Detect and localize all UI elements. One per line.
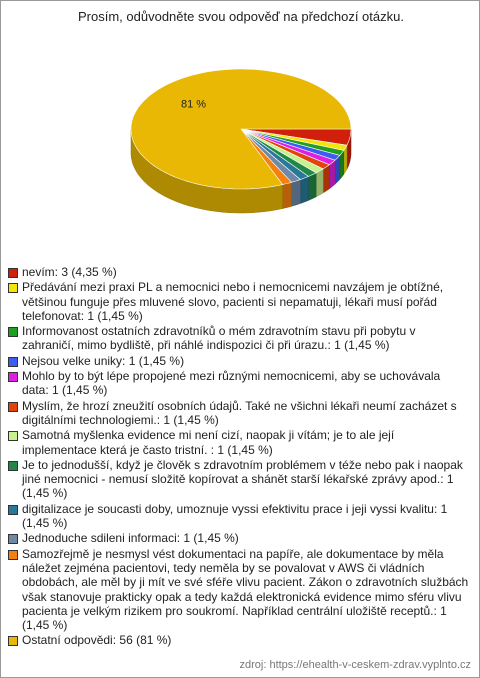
legend-label: nevím: 3 (4,35 %) [22, 265, 117, 279]
data-label: 81 % [181, 99, 206, 111]
slice-side [291, 179, 301, 207]
legend-label: Je to jednodušší, když je člověk s zdrav… [22, 457, 463, 501]
legend-swatch [8, 504, 18, 515]
legend-item: Informovanost ostatních zdravotníků o mé… [8, 324, 470, 353]
legend-label: Nejsou velke uniky: 1 (1,45 %) [22, 353, 185, 368]
legend-item: digitalizace je soucasti doby, umoznuje … [8, 502, 470, 531]
legend-swatch [8, 356, 18, 367]
slice-side [300, 176, 309, 204]
legend-item: Předávání mezi praxi PL a nemocnici nebo… [8, 280, 470, 323]
legend-item: Samozřejmě je nesmysl vést dokumentaci n… [8, 547, 470, 633]
legend-swatch [8, 283, 18, 294]
pie-slice [130, 68, 352, 190]
legend-label: Informovanost ostatních zdravotníků o mé… [22, 324, 416, 353]
source: zdroj: https://ehealth-v-ceskem-zdrav.vy… [239, 659, 472, 671]
legend-swatch [8, 401, 18, 412]
legend-label: Jednoduche sdileni informaci: 1 (1,45 %) [22, 531, 239, 546]
slice-side [308, 172, 317, 201]
legend-item: Samotná myšlenka evidence mi není cizí, … [8, 428, 470, 457]
legend-label: Samotná myšlenka evidence mi není cizí, … [22, 428, 395, 457]
legend-label: Předávání mezi praxi PL a nemocnici nebo… [22, 280, 444, 323]
slice-side [315, 168, 324, 198]
legend: nevím: 3 (4,35 %) Předávání mezi praxi PL… [8, 265, 470, 649]
legend-label: Samozřejmě je nesmysl vést dokumentaci n… [22, 546, 469, 633]
legend-swatch [8, 327, 18, 338]
legend-swatch [8, 268, 18, 278]
chart: Prosím, odůvodněte svou odpověď na předc… [78, 9, 404, 214]
legend-swatch [8, 372, 18, 383]
legend-swatch [8, 534, 18, 545]
legend-item: Je to jednodušší, když je člověk s zdrav… [8, 458, 470, 501]
legend-swatch [8, 549, 18, 560]
legend-item: Ostatní odpovědi: 56 (81 %) [8, 633, 470, 647]
legend-label: digitalizace je soucasti doby, umoznuje … [22, 501, 448, 531]
legend-item: Nejsou velke uniky: 1 (1,45 %) [8, 354, 470, 368]
legend-label: Mohlo by to být lépe propojené mezi různ… [22, 369, 441, 398]
legend-swatch [8, 460, 18, 471]
legend-item: Jednoduche sdileni informaci: 1 (1,45 %) [8, 531, 470, 545]
legend-swatch [8, 636, 18, 647]
chart-title: Prosím, odůvodněte svou odpověď na předc… [78, 9, 404, 24]
slice-side [282, 181, 292, 209]
legend-label: Myslím, že hrozí zneužití osobních údajů… [22, 398, 457, 427]
slice-side [329, 159, 336, 190]
legend-item: Mohlo by to být lépe propojené mezi různ… [8, 369, 470, 398]
legend-item: nevím: 3 (4,35 %) [8, 265, 470, 279]
legend-label: Ostatní odpovědi: 56 (81 %) [22, 633, 172, 648]
slice-side [322, 164, 330, 194]
legend-swatch [8, 431, 18, 442]
legend-item: Myslím, že hrozí zneužití osobních údajů… [8, 399, 470, 428]
